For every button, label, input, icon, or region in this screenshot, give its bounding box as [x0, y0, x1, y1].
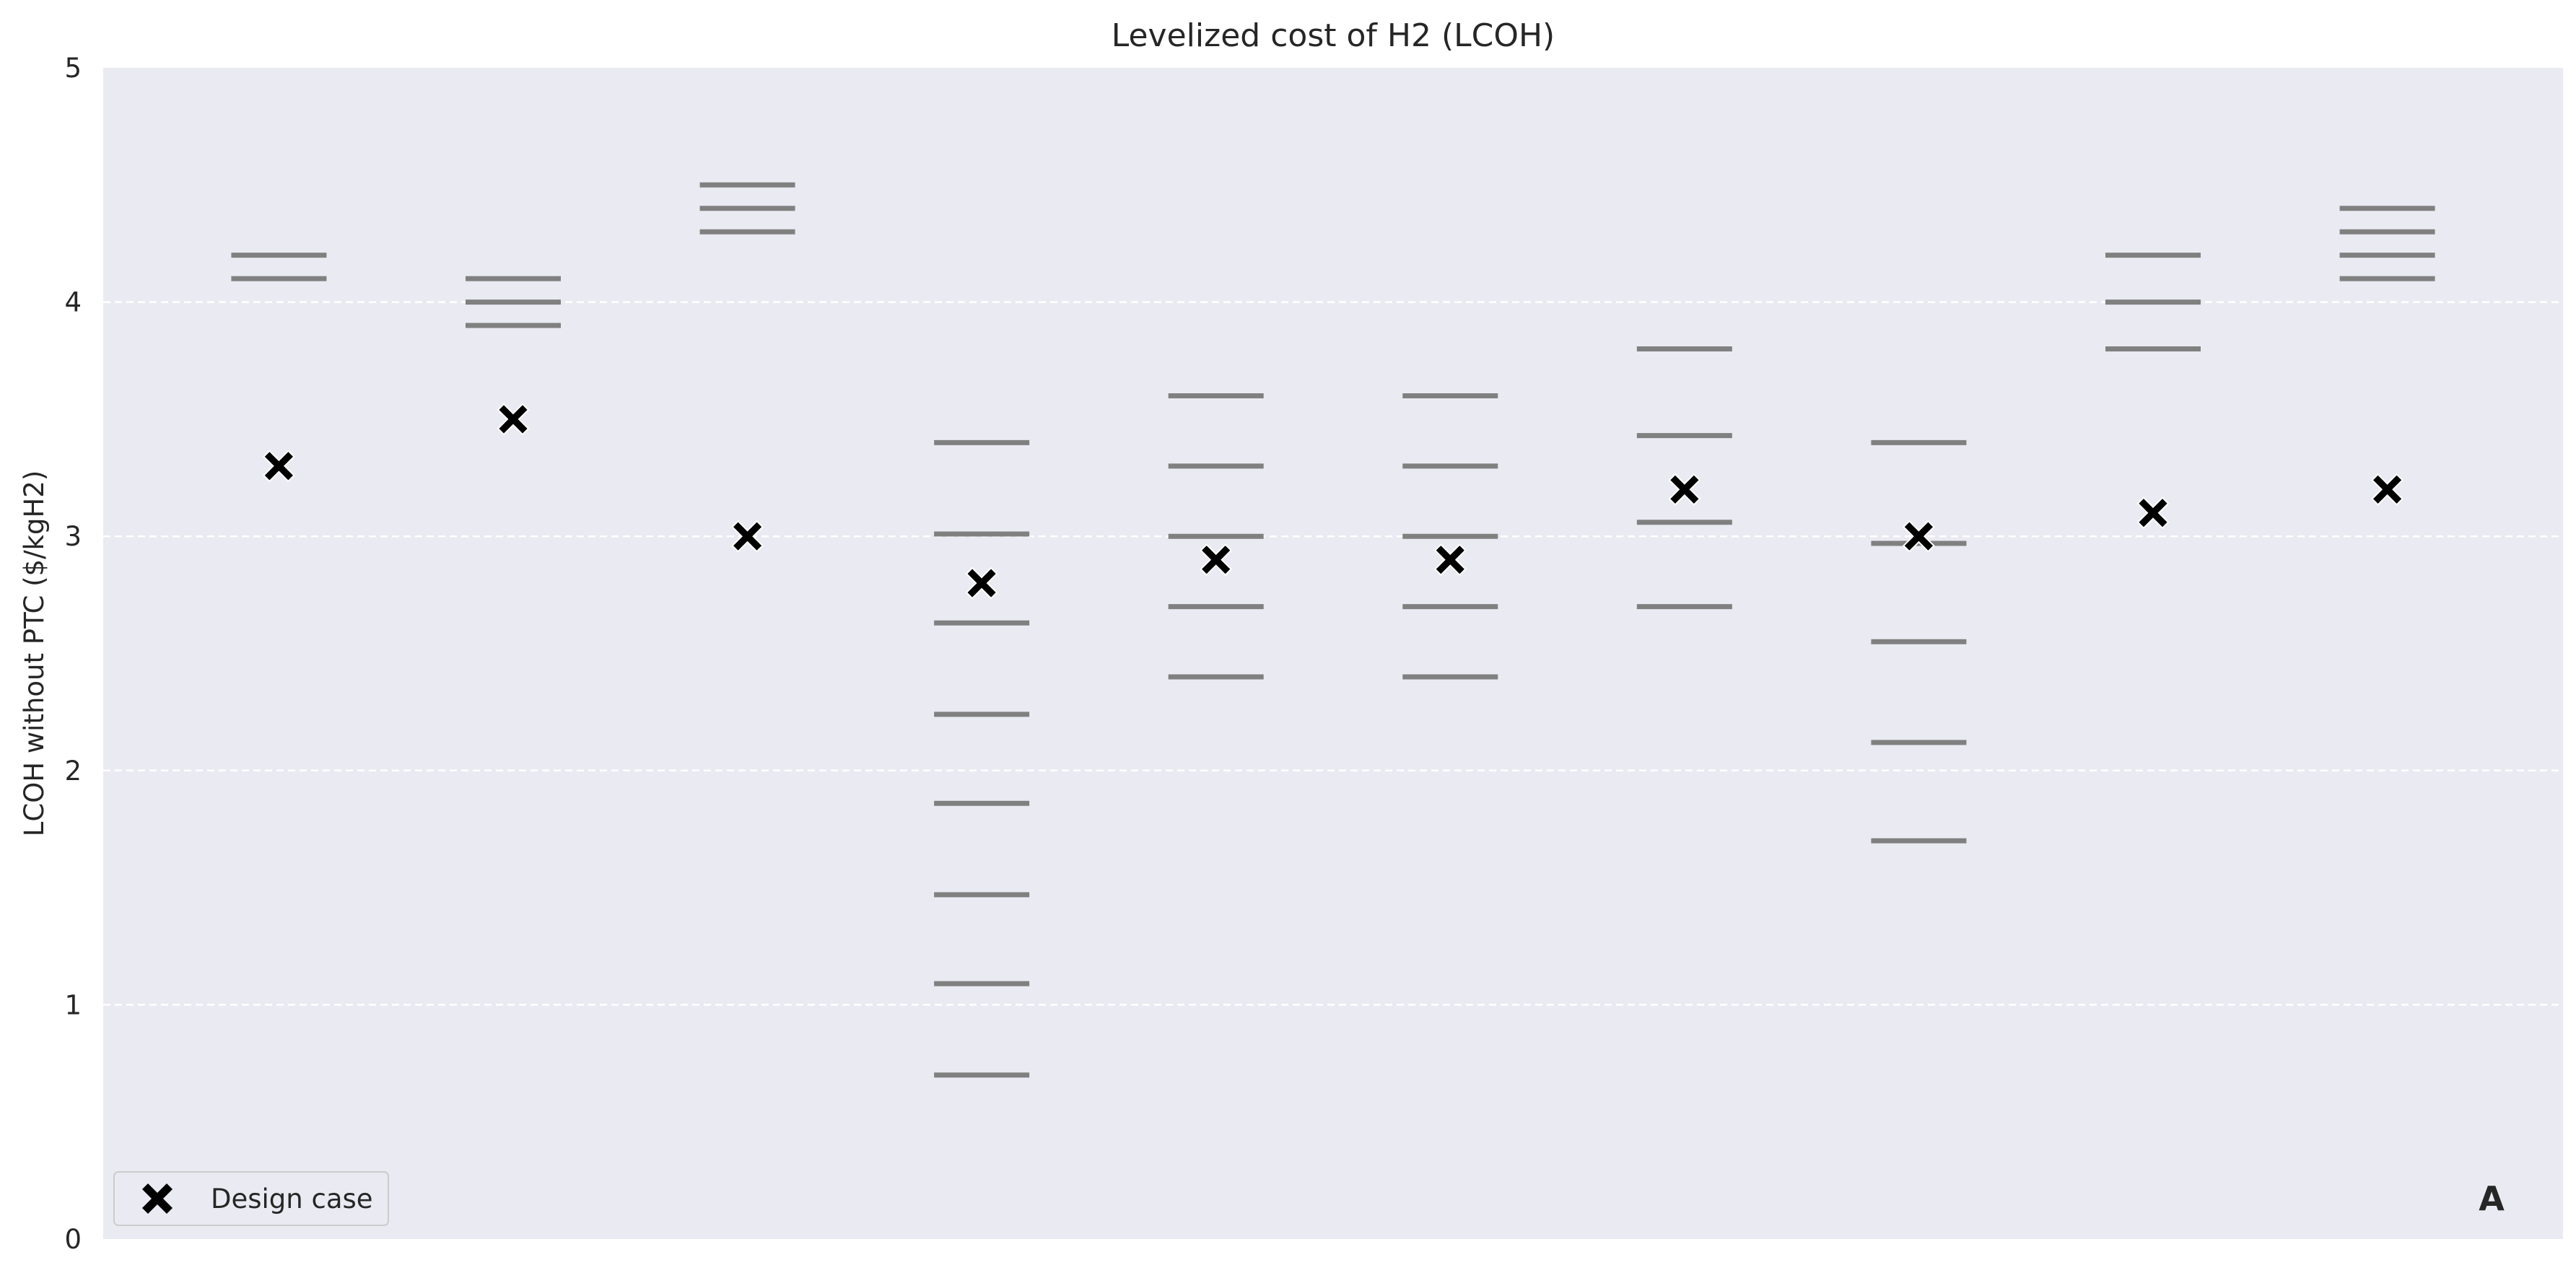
- chart-title: Levelized cost of H2 (LCOH): [1112, 17, 1555, 54]
- design-case-marker: [2371, 473, 2404, 506]
- design-case-marker: [1902, 520, 1935, 553]
- design-case-marker: [1433, 543, 1467, 577]
- panel-label: A: [2479, 1179, 2505, 1218]
- y-tick-label: 5: [64, 53, 82, 84]
- y-tick-label: 4: [64, 287, 82, 318]
- legend-x-marker-icon: [142, 1183, 173, 1214]
- legend-label: Design case: [211, 1183, 373, 1214]
- data-marks: [231, 182, 2435, 1078]
- design-case-marker: [731, 520, 764, 553]
- design-case-marker: [262, 450, 295, 483]
- y-tick-label: 3: [64, 521, 82, 552]
- legend-box: [113, 1171, 389, 1226]
- design-case-marker: [497, 403, 530, 436]
- design-case-marker: [2136, 496, 2170, 530]
- y-tick-label: 0: [64, 1224, 82, 1255]
- legend: Design case: [113, 1171, 389, 1226]
- design-case-marker: [1200, 543, 1233, 577]
- plot-area: [103, 68, 2563, 1239]
- y-tick-label: 2: [64, 756, 82, 787]
- y-axis-ticks: 0 1 2 3 4 5: [64, 53, 82, 1255]
- y-tick-label: 1: [64, 989, 82, 1020]
- y-axis-label: LCOH without PTC ($/kgH2): [19, 471, 50, 837]
- design-case-marker: [1668, 473, 1701, 506]
- design-case-marker: [965, 566, 998, 600]
